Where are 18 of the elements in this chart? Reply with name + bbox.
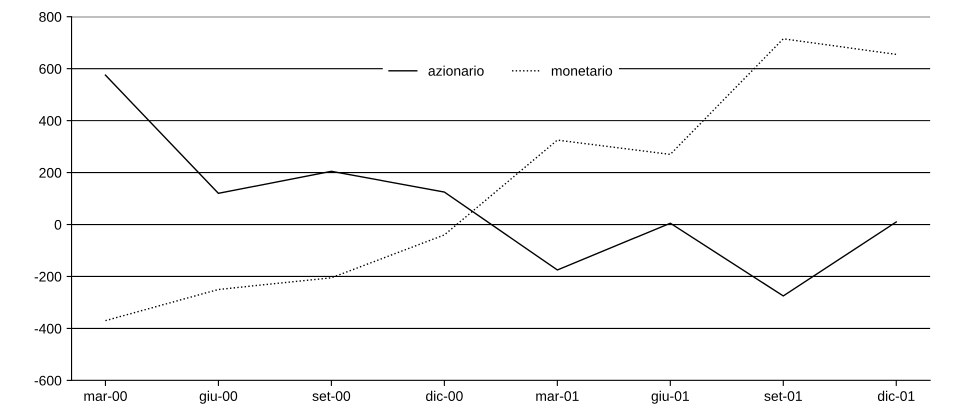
y-tick-label: 400	[38, 116, 62, 126]
x-tick-label: dic-00	[426, 390, 463, 401]
legend-label: azionario	[428, 66, 484, 76]
y-tick-label: 800	[39, 12, 62, 22]
y-tick-label: 200	[39, 168, 62, 178]
y-tick-label: -200	[34, 272, 62, 282]
x-tick-label: dic-01	[878, 390, 914, 401]
x-tick-label: giu-01	[652, 390, 689, 404]
y-tick-label: 600	[39, 64, 62, 74]
x-tick-label: mar-00	[84, 391, 127, 401]
x-tick-label: giu-00	[200, 390, 238, 404]
x-tick-label: set-01	[764, 391, 802, 401]
x-tick-label: mar-01	[536, 391, 579, 401]
legend-label: monetario	[552, 66, 612, 76]
y-tick-label: 0	[54, 220, 62, 230]
x-tick-label: set-00	[312, 391, 350, 401]
y-tick-label: -600	[34, 376, 62, 386]
y-tick-label: -400	[34, 324, 62, 334]
